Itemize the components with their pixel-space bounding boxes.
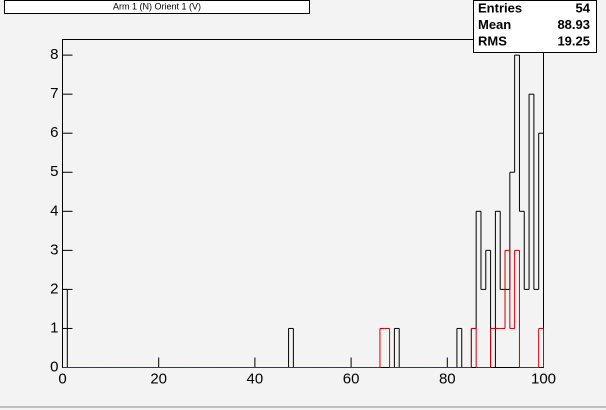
stats-label: Entries — [478, 0, 522, 15]
y-tick-label: 6 — [50, 124, 58, 141]
stats-value: 19.25 — [557, 33, 590, 48]
y-tick-label: 2 — [50, 280, 58, 297]
y-tick-label: 0 — [50, 358, 58, 375]
title-box — [4, 0, 310, 14]
y-tick-label: 5 — [50, 163, 58, 180]
y-tick-label: 1 — [50, 319, 58, 336]
stats-label: Mean — [478, 17, 511, 32]
x-tick-label: 0 — [58, 370, 66, 387]
y-tick-label: 8 — [50, 46, 58, 63]
x-tick-label: 100 — [531, 370, 556, 387]
x-tick-label: 20 — [150, 370, 167, 387]
stats-value: 88.93 — [557, 17, 590, 32]
chart-title: Arm 1 (N) Orient 1 (V) — [113, 1, 201, 11]
y-tick-label: 7 — [50, 85, 58, 102]
y-tick-label: 3 — [50, 241, 58, 258]
x-tick-label: 80 — [439, 370, 456, 387]
stats-label: RMS — [478, 33, 507, 48]
x-tick-label: 40 — [247, 370, 264, 387]
x-tick-label: 60 — [343, 370, 360, 387]
stats-box — [473, 0, 597, 53]
stats-value: 54 — [576, 0, 591, 15]
y-tick-label: 4 — [50, 202, 58, 219]
